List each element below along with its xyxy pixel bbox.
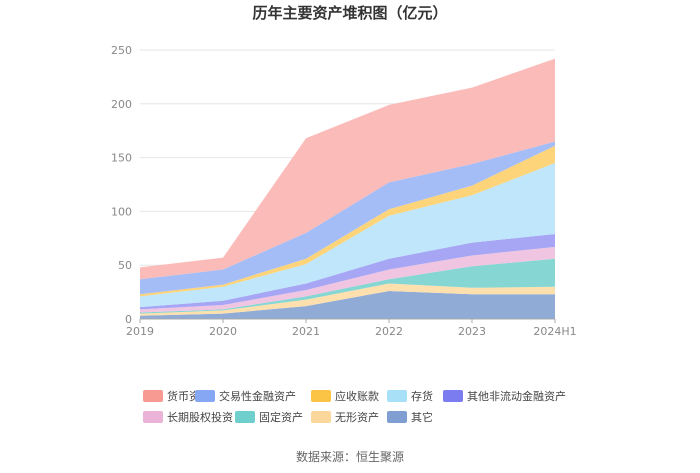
- legend-item[interactable]: 无形资产: [311, 410, 379, 424]
- legend-swatch: [311, 411, 331, 423]
- y-tick-label: 200: [111, 98, 132, 111]
- legend-label: 长期股权投资: [167, 410, 233, 424]
- y-tick-label: 100: [111, 205, 132, 218]
- y-tick-label: 0: [125, 313, 132, 326]
- area-series: [140, 58, 555, 319]
- x-tick-label: 2023: [458, 325, 486, 338]
- legend-label: 存货: [411, 389, 433, 403]
- legend-item[interactable]: 应收账款: [311, 389, 379, 403]
- area-series-7: [140, 141, 555, 295]
- legend-swatch: [443, 390, 463, 402]
- x-tick-label: 2022: [375, 325, 403, 338]
- area-series-8: [140, 58, 555, 280]
- axes: 0 50 100 150 200 250 2019 2020 2021 2022 2023 2024H…: [111, 44, 577, 338]
- legend-swatch: [311, 390, 331, 402]
- x-tick-label: 2020: [209, 325, 237, 338]
- area-series-4: [140, 233, 555, 310]
- y-tick-label: 250: [111, 44, 132, 57]
- legend-label: 其他非流动金融资产: [467, 389, 566, 403]
- legend-item[interactable]: 其它: [387, 410, 433, 424]
- legend-label: 交易性金融资产: [219, 389, 296, 403]
- x-tick-label: 2024H1: [533, 325, 576, 338]
- legend-swatch: [143, 390, 163, 402]
- legend-swatch: [387, 390, 407, 402]
- legend-item[interactable]: 存货: [387, 389, 433, 403]
- chart-title: 历年主要资产堆积图（亿元）: [252, 4, 447, 22]
- area-series-5: [140, 162, 555, 308]
- legend-label: 应收账款: [335, 389, 379, 403]
- x-tick-label: 2021: [292, 325, 320, 338]
- data-source: 数据来源：恒生聚源: [296, 449, 404, 464]
- legend-item[interactable]: 长期股权投资: [143, 410, 233, 424]
- legend-swatch: [387, 411, 407, 423]
- legend-item[interactable]: 交易性金融资产: [195, 389, 296, 403]
- legend-label: 其它: [411, 410, 433, 424]
- legend-swatch: [143, 411, 163, 423]
- legend-label: 固定资产: [259, 410, 303, 424]
- legend-swatch: [235, 411, 255, 423]
- legend-swatch: [195, 390, 215, 402]
- legend-item[interactable]: 固定资产: [235, 410, 303, 424]
- y-tick-label: 50: [118, 259, 132, 272]
- area-series-2: [140, 258, 555, 314]
- x-tick-label: 2019: [126, 325, 154, 338]
- legend-label: 无形资产: [335, 410, 379, 424]
- area-series-3: [140, 246, 555, 313]
- legend-item[interactable]: 其他非流动金融资产: [443, 389, 566, 403]
- y-tick-label: 150: [111, 152, 132, 165]
- area-series-0: [140, 291, 555, 319]
